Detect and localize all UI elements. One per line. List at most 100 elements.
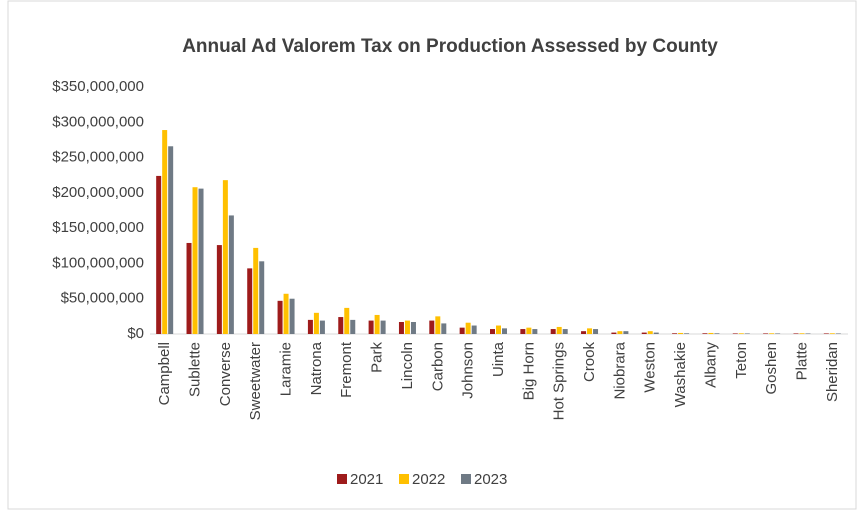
bar [192, 187, 198, 334]
bar [441, 323, 447, 334]
bar [307, 319, 313, 334]
legend-label: 2022 [412, 471, 445, 488]
x-tick-label: Niobrara [611, 341, 628, 399]
bar [835, 333, 841, 334]
bar [338, 317, 344, 334]
bar [714, 333, 720, 334]
x-tick-label: Laramie [278, 342, 295, 396]
bar [823, 333, 829, 334]
bar [344, 307, 350, 334]
x-tick-label: Big Horn [520, 342, 537, 400]
bar [829, 333, 835, 334]
y-tick-label: $50,000,000 [61, 290, 144, 307]
bar [374, 314, 380, 334]
bar [556, 326, 562, 334]
bar [398, 322, 404, 334]
x-tick-label: Weston [642, 342, 659, 393]
x-tick-label: Campbell [156, 342, 173, 405]
bar [380, 320, 386, 334]
chart-title: Annual Ad Valorem Tax on Production Asse… [182, 36, 718, 57]
x-tick-label: Park [369, 342, 386, 373]
bar [350, 319, 356, 334]
bar [708, 332, 714, 334]
legend-label: 2023 [474, 471, 507, 488]
bar [465, 322, 471, 334]
y-tick-label: $350,000,000 [52, 78, 144, 95]
x-tick-label: Lincoln [399, 342, 416, 390]
bar [168, 146, 174, 334]
bar [156, 175, 162, 334]
y-tick-label: $250,000,000 [52, 149, 144, 166]
bar [732, 333, 738, 334]
bar [769, 333, 775, 334]
x-tick-label: Natrona [308, 341, 325, 395]
bar [799, 333, 805, 334]
bar [581, 331, 587, 334]
y-tick-label: $150,000,000 [52, 219, 144, 236]
bar [368, 320, 374, 334]
bar [611, 332, 617, 334]
bar [162, 130, 168, 334]
chart-border [7, 0, 857, 510]
x-tick-label: Hot Springs [551, 342, 568, 420]
bar [805, 333, 811, 334]
bar [678, 332, 684, 334]
bar [520, 329, 526, 334]
x-tick-label: Goshen [763, 342, 780, 395]
x-tick-label: Sheridan [824, 342, 841, 402]
bar [550, 329, 556, 334]
bar [738, 333, 744, 334]
bar [471, 325, 477, 334]
x-tick-label: Uinta [490, 341, 507, 377]
bar [259, 261, 265, 334]
bar [186, 242, 192, 334]
legend-swatch [399, 474, 409, 484]
bar [253, 247, 259, 334]
bar [429, 320, 435, 334]
bar [587, 328, 593, 334]
x-tick-label: Johnson [460, 342, 477, 399]
bar [459, 327, 465, 334]
bar [744, 333, 750, 334]
bar [319, 320, 325, 334]
x-tick-label: Crook [581, 342, 598, 383]
bar [775, 333, 781, 334]
y-tick-label: $100,000,000 [52, 254, 144, 271]
bar [289, 298, 295, 334]
y-tick-label: $300,000,000 [52, 113, 144, 130]
bar [641, 332, 647, 334]
bar [617, 331, 623, 334]
bar [684, 333, 690, 334]
bar [490, 329, 495, 334]
bar [283, 293, 289, 334]
bar [532, 329, 538, 334]
x-tick-label: Sublette [186, 342, 203, 397]
legend-swatch [337, 474, 347, 484]
bar [526, 327, 532, 334]
bar [702, 333, 708, 334]
bar [435, 316, 441, 334]
bar [198, 188, 204, 334]
bar [410, 322, 416, 334]
bar [247, 268, 253, 334]
x-tick-label: Teton [733, 342, 750, 379]
bar [562, 329, 568, 334]
bar [623, 331, 629, 334]
x-tick-label: Converse [217, 342, 234, 406]
bar [502, 328, 507, 334]
legend-label: 2021 [350, 471, 383, 488]
bar [593, 329, 599, 334]
bar [404, 320, 410, 334]
bar [653, 332, 659, 334]
x-tick-label: Platte [793, 342, 810, 380]
legend-swatch [461, 474, 471, 484]
x-tick-label: Carbon [429, 342, 446, 391]
x-tick-label: Washakie [672, 342, 689, 407]
y-tick-label: $0 [127, 325, 144, 342]
x-tick-label: Fremont [338, 341, 355, 398]
x-tick-label: Sweetwater [247, 342, 264, 420]
y-tick-label: $200,000,000 [52, 184, 144, 201]
bar [496, 325, 501, 334]
bar [277, 300, 283, 334]
